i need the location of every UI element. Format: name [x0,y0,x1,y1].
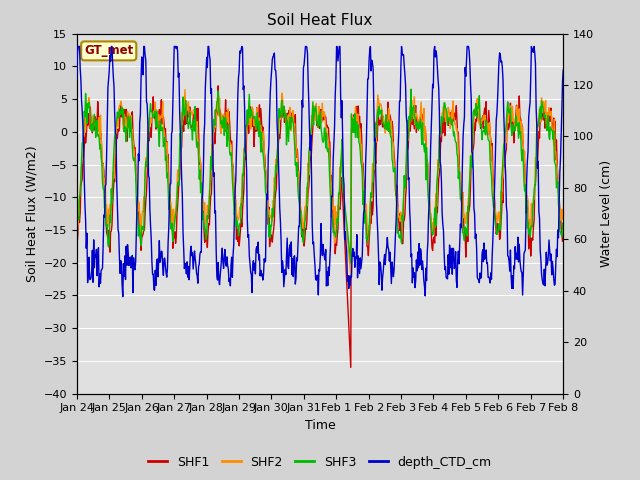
Y-axis label: Water Level (cm): Water Level (cm) [600,160,612,267]
Title: Soil Heat Flux: Soil Heat Flux [268,13,372,28]
Text: GT_met: GT_met [84,44,133,58]
Y-axis label: Soil Heat Flux (W/m2): Soil Heat Flux (W/m2) [25,145,38,282]
Legend: SHF1, SHF2, SHF3, depth_CTD_cm: SHF1, SHF2, SHF3, depth_CTD_cm [143,451,497,474]
X-axis label: Time: Time [305,419,335,432]
